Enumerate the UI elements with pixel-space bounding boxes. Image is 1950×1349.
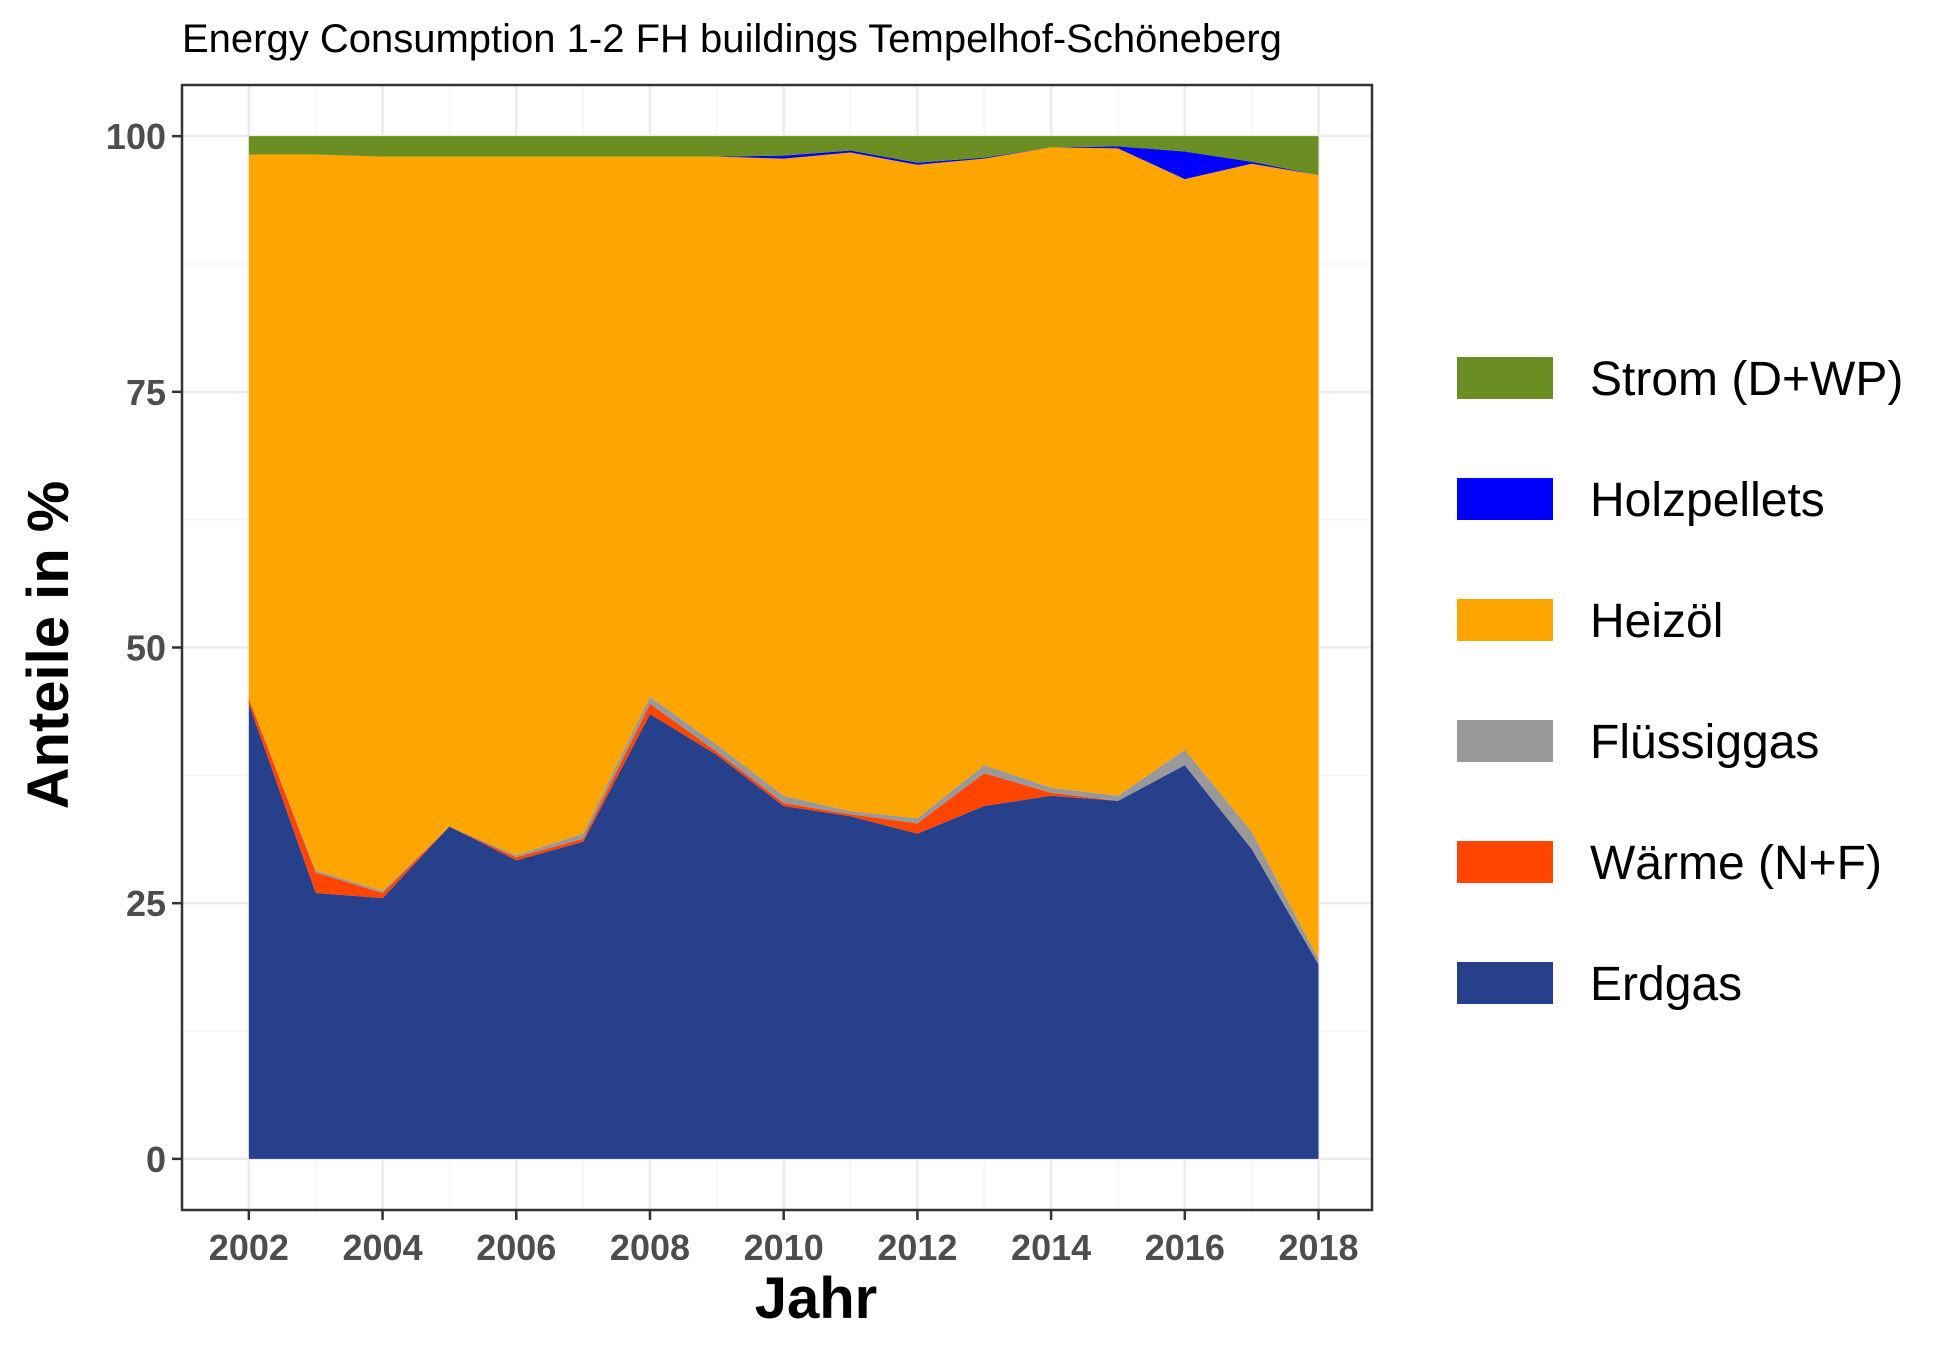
legend-key-strom-d-wp [1457,357,1553,399]
legend-key-fl-ssiggas [1457,720,1553,762]
x-tick-label: 2010 [744,1227,824,1268]
x-axis-title: Jahr [755,1266,878,1331]
y-axis-title: Anteile in % [16,481,81,810]
x-tick-label: 2012 [877,1227,957,1268]
y-tick-label: 25 [126,883,166,924]
x-tick-label: 2016 [1145,1227,1225,1268]
legend-key-w-rme-n-f [1457,841,1553,883]
legend-key-erdgas [1457,962,1553,1004]
legend-item-erdgas: Erdgas [1457,958,1742,1011]
x-tick-label: 2014 [1011,1227,1091,1268]
legend-item-strom-d-wp: Strom (D+WP) [1457,353,1903,406]
legend-label-holzpellets: Holzpellets [1590,474,1825,527]
x-tick-label: 2018 [1278,1227,1358,1268]
legend: Strom (D+WP) Holzpellets Heizöl Flüssiggas W… [1457,353,1903,1011]
legend-label-strom-d-wp: Strom (D+WP) [1590,353,1903,406]
x-tick-label: 2008 [610,1227,690,1268]
legend-label-fl-ssiggas: Flüssiggas [1590,716,1819,769]
y-tick-label: 50 [126,628,166,669]
area-erdgas [248,703,1319,1159]
chart-title: Energy Consumption 1-2 FH buildings Temp… [182,17,1282,61]
legend-label-heiz-l: Heizöl [1590,595,1723,648]
legend-item-holzpellets: Holzpellets [1457,474,1825,527]
legend-label-erdgas: Erdgas [1590,958,1742,1011]
legend-item-heiz-l: Heizöl [1457,595,1723,648]
legend-item-fl-ssiggas: Flüssiggas [1457,716,1819,769]
x-tick-label: 2004 [343,1227,423,1268]
y-tick-label: 100 [106,116,166,157]
legend-key-heiz-l [1457,599,1553,641]
legend-key-holzpellets [1457,478,1553,520]
legend-item-w-rme-n-f: Wärme (N+F) [1457,837,1882,890]
plot-area [182,85,1372,1210]
axes: 0 25 50 75 100 2002 2004 2006 2008 2010 2012 2014 20… [106,83,1374,1268]
x-tick-label: 2006 [476,1227,556,1268]
x-tick-label: 2002 [209,1227,289,1268]
y-tick-label: 0 [146,1139,166,1180]
y-tick-label: 75 [126,372,166,413]
area-strom-d-wp [248,136,1319,175]
legend-label-w-rme-n-f: Wärme (N+F) [1590,837,1882,890]
area-heiz-l [248,147,1319,960]
